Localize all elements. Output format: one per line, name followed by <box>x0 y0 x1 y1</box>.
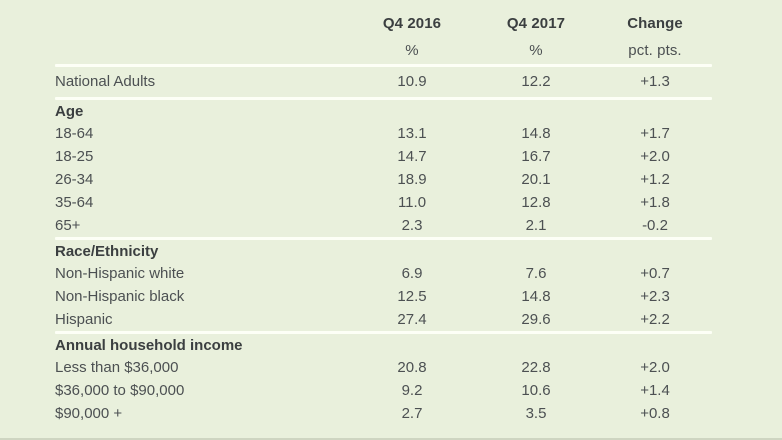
cell-q4-2017: 10.6 <box>521 382 551 399</box>
divider <box>55 237 712 240</box>
table-row: $36,000 to $90,000 9.2 10.6 +1.4 <box>55 379 712 402</box>
column-header-q4-2016: Q4 2016 <box>382 15 442 32</box>
cell-q4-2017: 2.1 <box>525 217 547 234</box>
table-row: 26-34 18.9 20.1 +1.2 <box>55 168 712 191</box>
table-row: Less than $36,000 20.8 22.8 +2.0 <box>55 356 712 379</box>
cell-q4-2017: 14.8 <box>521 288 551 305</box>
cell-q4-2016: 6.9 <box>401 265 423 282</box>
cell-q4-2017: 16.7 <box>521 148 551 165</box>
cell-q4-2017: 29.6 <box>521 311 551 328</box>
section-heading-race-ethnicity: Race/Ethnicity <box>55 243 159 260</box>
column-header-change: Change <box>627 15 683 32</box>
cell-q4-2016: 20.8 <box>397 359 427 376</box>
table-row: 35-64 11.0 12.8 +1.8 <box>55 191 712 214</box>
cell-q4-2017: 7.6 <box>525 265 547 282</box>
cell-q4-2017: 3.5 <box>525 405 547 422</box>
cell-q4-2017: 14.8 <box>521 125 551 142</box>
unit-spacer <box>55 37 350 64</box>
table-row: 65+ 2.3 2.1 -0.2 <box>55 214 712 237</box>
divider <box>55 64 712 67</box>
cell-change: +2.3 <box>640 288 670 305</box>
cell-change: +1.3 <box>640 73 670 90</box>
row-label: $36,000 to $90,000 <box>55 382 185 399</box>
cell-q4-2017: 12.2 <box>521 73 551 90</box>
table-row-national-adults: National Adults 10.9 12.2 +1.3 <box>55 67 712 97</box>
header-spacer <box>55 10 350 37</box>
row-label: Less than $36,000 <box>55 359 179 376</box>
table-row: Non-Hispanic black 12.5 14.8 +2.3 <box>55 285 712 308</box>
row-label: 18-64 <box>55 125 94 142</box>
section-heading-income: Annual household income <box>55 337 243 354</box>
cell-change: +0.8 <box>640 405 670 422</box>
divider <box>55 97 712 100</box>
column-header-q4-2017: Q4 2017 <box>506 15 566 32</box>
cell-q4-2017: 22.8 <box>521 359 551 376</box>
cell-q4-2016: 11.0 <box>397 194 427 211</box>
row-label: Hispanic <box>55 311 113 328</box>
table-row: Non-Hispanic white 6.9 7.6 +0.7 <box>55 262 712 285</box>
bottom-edge-line <box>0 438 782 440</box>
row-label: 65+ <box>55 217 81 234</box>
unit-change: pct. pts. <box>628 42 682 59</box>
cell-change: +2.0 <box>640 359 670 376</box>
cell-change: +1.4 <box>640 382 670 399</box>
cell-change: +1.8 <box>640 194 670 211</box>
unit-q4-2016: % <box>405 42 419 59</box>
cell-change: +2.0 <box>640 148 670 165</box>
cell-q4-2016: 18.9 <box>397 171 427 188</box>
cell-q4-2016: 10.9 <box>397 73 427 90</box>
row-label: Non-Hispanic black <box>55 288 185 305</box>
cell-q4-2016: 12.5 <box>397 288 427 305</box>
divider <box>55 331 712 334</box>
cell-change: +0.7 <box>640 265 670 282</box>
row-label: 35-64 <box>55 194 94 211</box>
cell-q4-2016: 2.3 <box>401 217 423 234</box>
cell-q4-2016: 9.2 <box>401 382 423 399</box>
cell-change: +2.2 <box>640 311 670 328</box>
cell-q4-2016: 27.4 <box>397 311 427 328</box>
statistics-table: Q4 2016 Q4 2017 Change % % pct. pts. Nat… <box>55 10 712 425</box>
section-heading-age: Age <box>55 103 84 120</box>
table-row: 18-25 14.7 16.7 +2.0 <box>55 145 712 168</box>
cell-q4-2017: 12.8 <box>521 194 551 211</box>
table-row: $90,000 + 2.7 3.5 +0.8 <box>55 402 712 425</box>
row-label: $90,000 + <box>55 405 123 422</box>
unit-row: % % pct. pts. <box>55 37 712 64</box>
cell-q4-2016: 14.7 <box>397 148 427 165</box>
cell-q4-2016: 13.1 <box>397 125 427 142</box>
row-label: Non-Hispanic white <box>55 265 185 282</box>
row-label: 18-25 <box>55 148 94 165</box>
table-row: 18-64 13.1 14.8 +1.7 <box>55 122 712 145</box>
cell-q4-2017: 20.1 <box>521 171 551 188</box>
cell-change: +1.7 <box>640 125 670 142</box>
column-header-row: Q4 2016 Q4 2017 Change <box>55 10 712 37</box>
table-row: Hispanic 27.4 29.6 +2.2 <box>55 308 712 331</box>
cell-q4-2016: 2.7 <box>401 405 423 422</box>
row-label: National Adults <box>55 73 156 90</box>
unit-q4-2017: % <box>529 42 543 59</box>
row-label: 26-34 <box>55 171 94 188</box>
cell-change: +1.2 <box>640 171 670 188</box>
cell-change: -0.2 <box>642 217 668 234</box>
